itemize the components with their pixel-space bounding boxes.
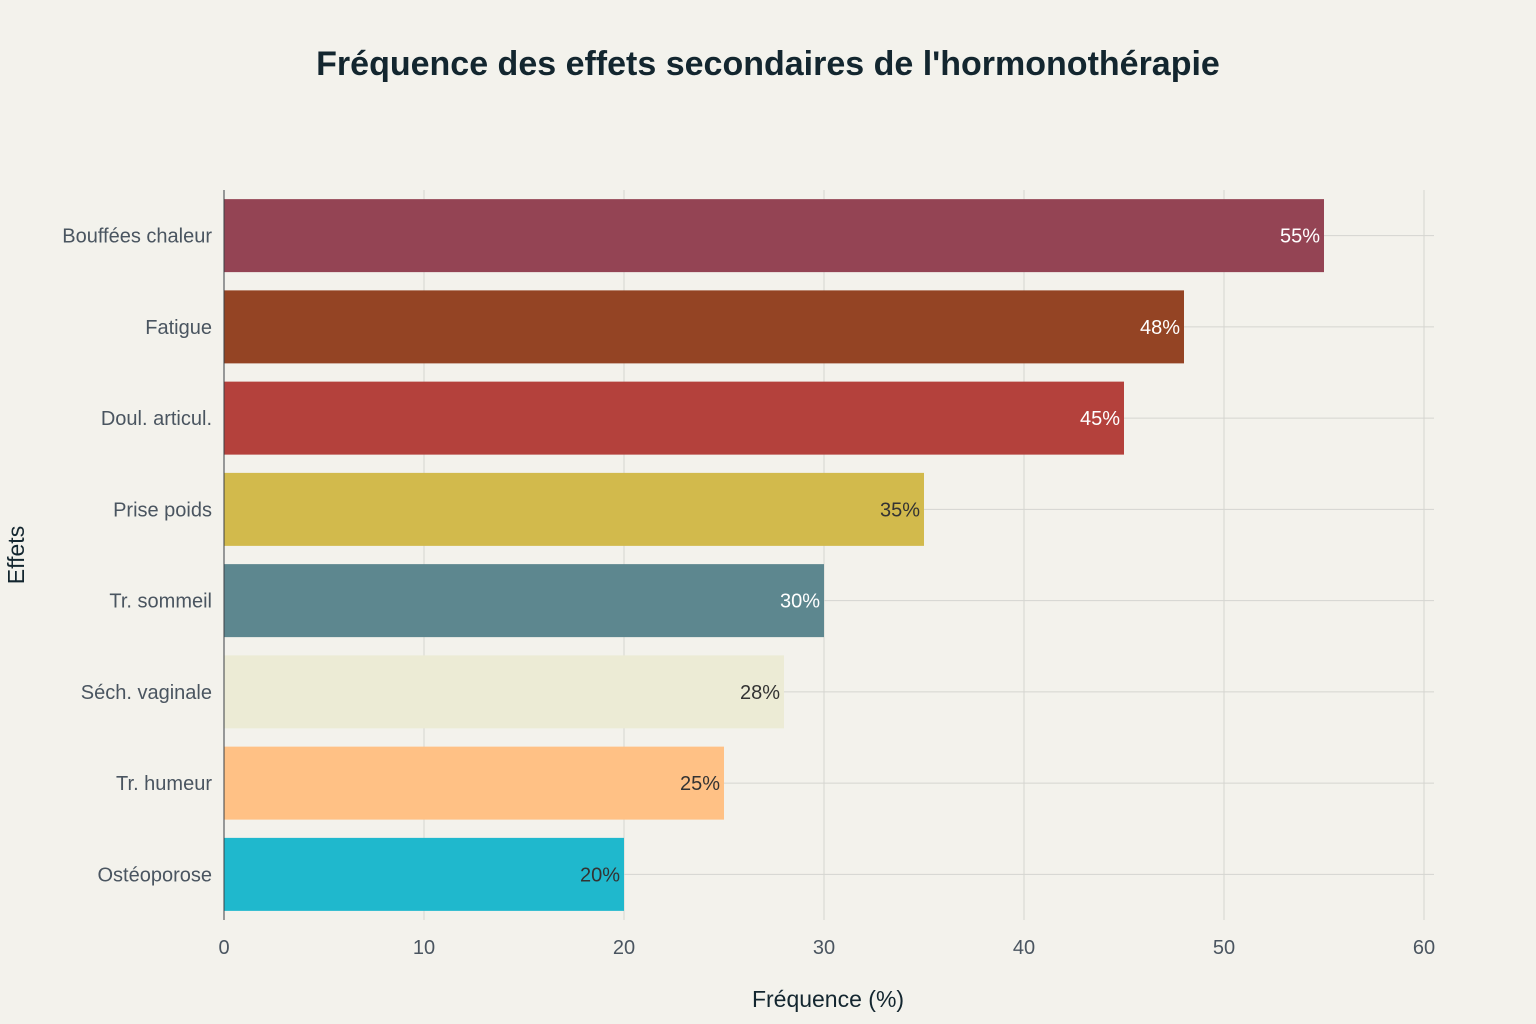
y-axis-title: Effets	[3, 526, 29, 584]
y-tick-label: Prise poids	[113, 499, 212, 521]
y-tick-label: Doul. articul.	[101, 408, 212, 430]
x-tick-label: 20	[613, 937, 635, 959]
bar	[224, 290, 1184, 364]
bars: 55% 48% 45% 35% 30% 28% 25% 20%	[224, 199, 1324, 911]
bar-value-label: 20%	[580, 864, 620, 886]
bar	[224, 655, 784, 729]
x-axis-title: Fréquence (%)	[752, 986, 904, 1012]
y-tick-label: Séch. vaginale	[81, 682, 212, 704]
bar	[224, 381, 1124, 455]
x-tick-label: 10	[413, 937, 435, 959]
x-tick-label: 50	[1213, 937, 1235, 959]
bar	[224, 199, 1324, 273]
x-tick-label: 30	[813, 937, 835, 959]
bar-value-label: 45%	[1080, 408, 1120, 430]
y-tick-label: Ostéoporose	[97, 864, 212, 886]
y-tick-label: Fatigue	[145, 317, 212, 339]
bar	[224, 746, 724, 820]
x-tick-label: 0	[218, 937, 229, 959]
axes: 0 10 20 30 40 50 60 Bouffées chaleur Fatigue Doul…	[62, 190, 1435, 959]
bar	[224, 837, 624, 911]
bar-value-label: 28%	[740, 682, 780, 704]
bar	[224, 472, 924, 546]
bar	[224, 564, 824, 638]
y-tick-label: Tr. sommeil	[109, 591, 212, 613]
y-tick-label: Bouffées chaleur	[62, 226, 212, 248]
x-tick-label: 40	[1013, 937, 1035, 959]
bar-value-label: 30%	[780, 591, 820, 613]
bar-value-label: 48%	[1140, 317, 1180, 339]
chart-title: Fréquence des effets secondaires de l'ho…	[316, 45, 1220, 83]
bar-value-label: 55%	[1280, 226, 1320, 248]
y-tick-label: Tr. humeur	[116, 773, 212, 795]
x-tick-label: 60	[1413, 937, 1435, 959]
bar-value-label: 25%	[680, 773, 720, 795]
bar-value-label: 35%	[880, 499, 920, 521]
